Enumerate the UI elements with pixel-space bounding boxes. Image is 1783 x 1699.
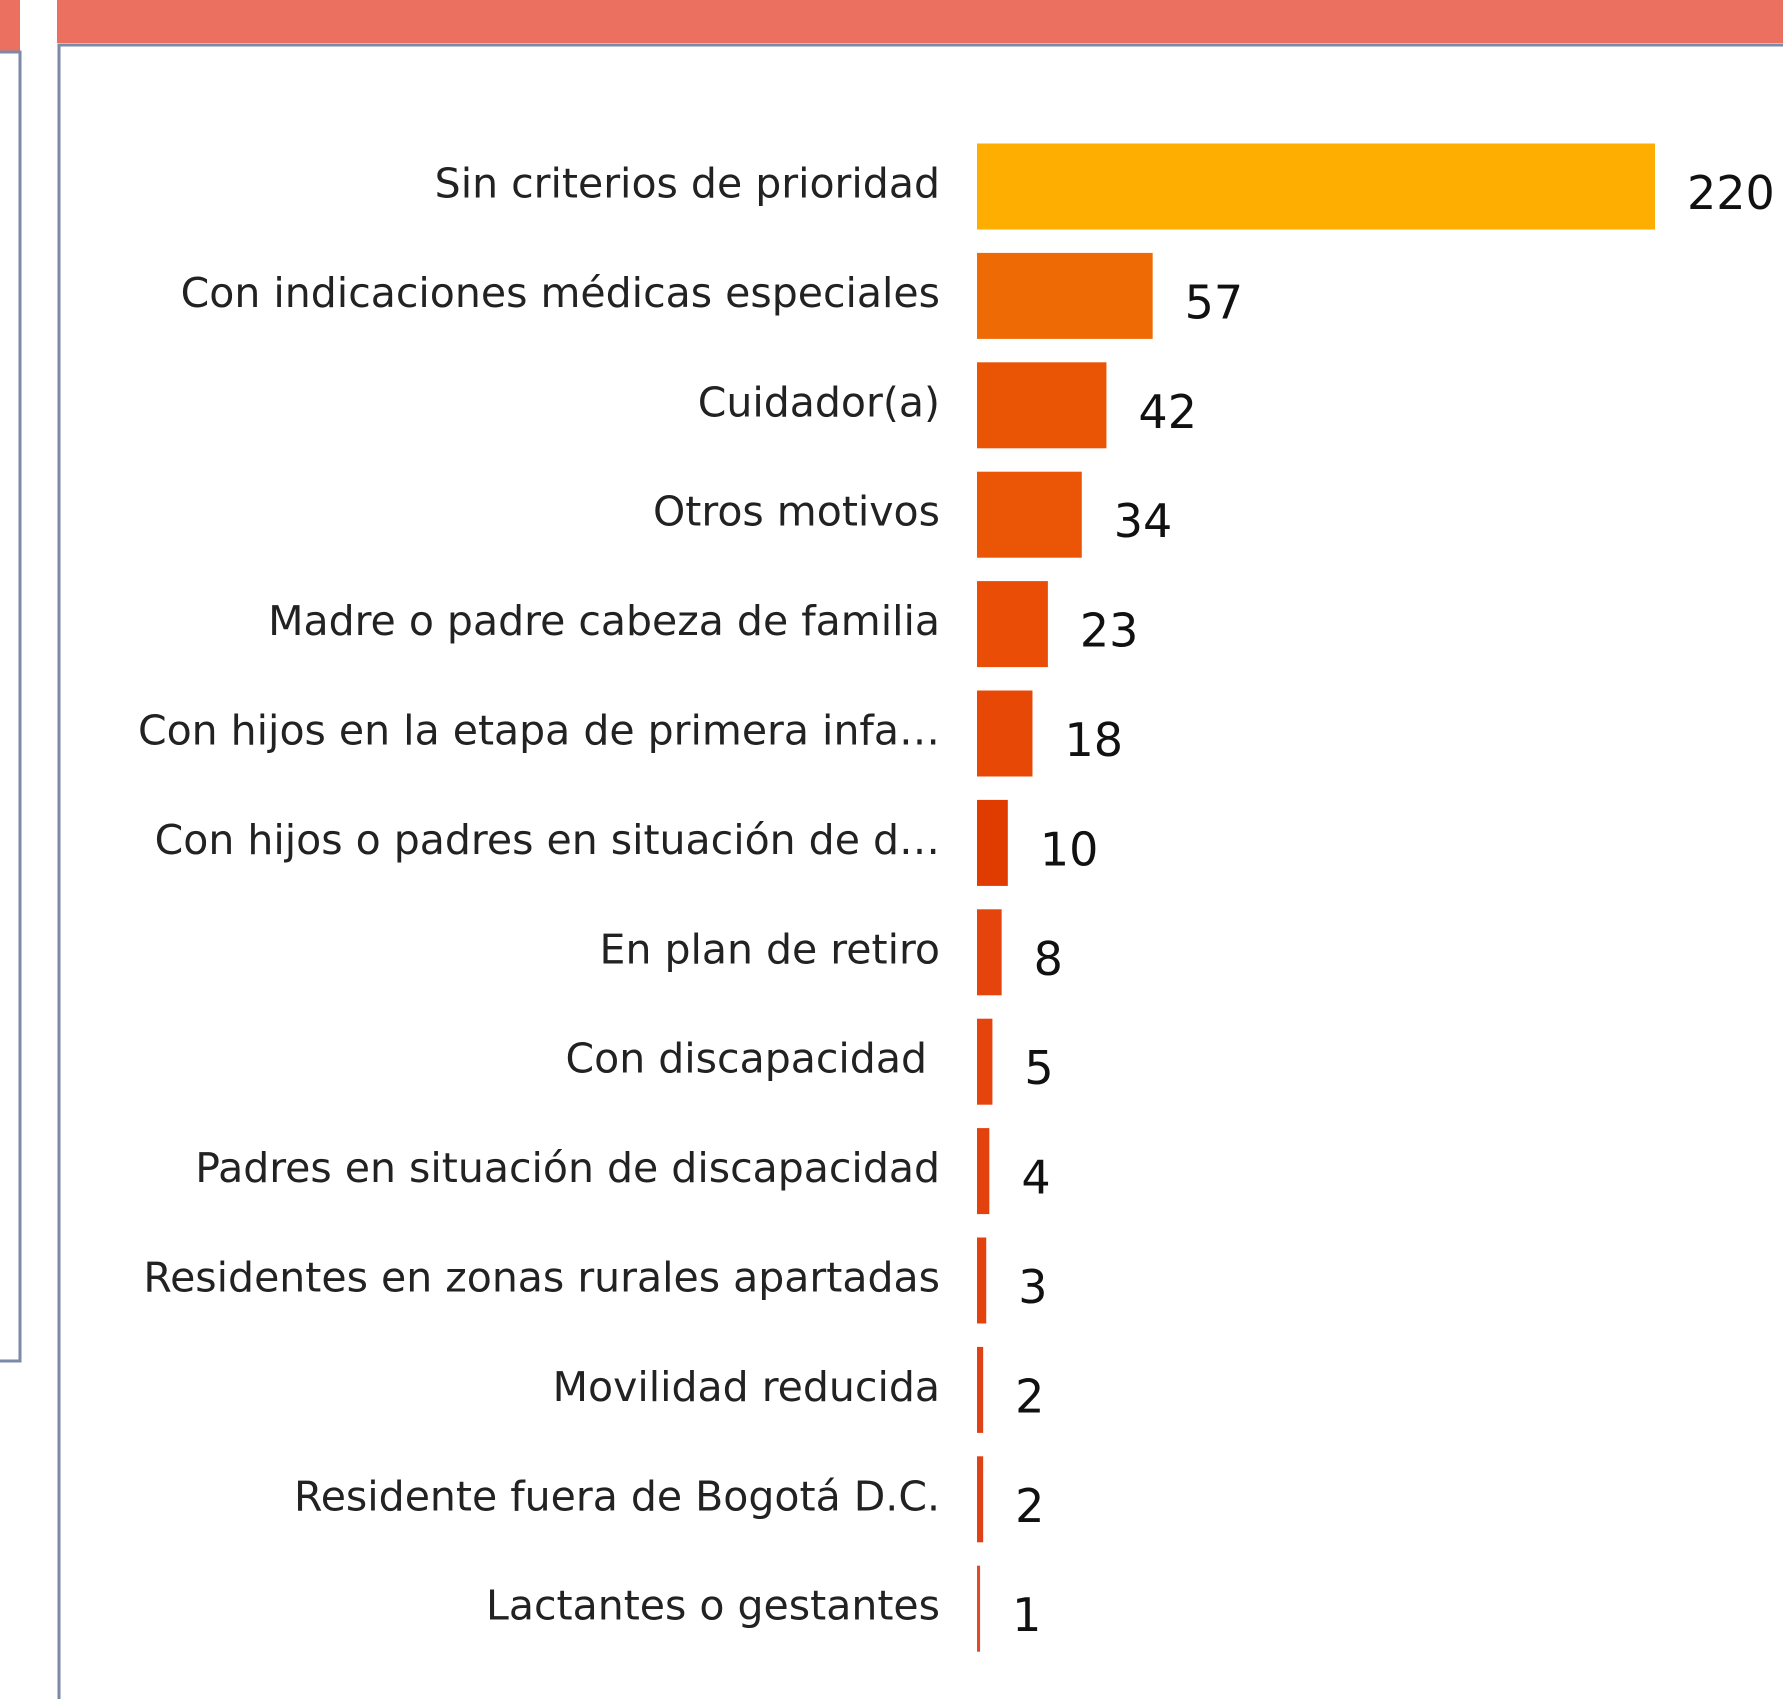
bar [977, 799, 1008, 886]
category-label: Sin criterios de prioridad [435, 160, 940, 208]
left-panel-header [0, 0, 20, 52]
value-label: 34 [1114, 494, 1173, 548]
value-label: 2 [1015, 1479, 1044, 1533]
category-label: Residentes en zonas rurales apartadas [143, 1254, 940, 1302]
category-label: Lactantes o gestantes [486, 1582, 940, 1630]
category-label: Cuidador(a) [698, 378, 940, 426]
bar [977, 1128, 990, 1215]
bar [977, 471, 1082, 558]
bar [977, 1018, 993, 1105]
value-label: 220 [1687, 166, 1775, 220]
value-label: 1 [1012, 1588, 1041, 1642]
category-label: Movilidad reducida [553, 1363, 940, 1411]
category-label: Con discapacidad [566, 1035, 940, 1083]
value-label: 5 [1024, 1041, 1053, 1095]
bar [977, 909, 1002, 996]
category-label: Con hijos en la etapa de primera infa… [138, 707, 940, 755]
value-label: 18 [1064, 713, 1123, 767]
category-label: Padres en situación de discapacidad [195, 1144, 940, 1192]
value-label: 2 [1015, 1369, 1044, 1423]
bar [977, 362, 1107, 449]
value-label: 3 [1018, 1260, 1047, 1314]
bar-chart: Sin criterios de prioridad 220 Con indicac… [138, 143, 1775, 1652]
category-label: Otros motivos [653, 488, 940, 536]
category-label: Con hijos o padres en situación de d… [155, 816, 940, 864]
value-label: 8 [1034, 932, 1063, 986]
category-label: Residente fuera de Bogotá D.C. [294, 1472, 940, 1520]
bar [977, 1456, 984, 1543]
left-panel-border [0, 50, 22, 1363]
value-label: 23 [1080, 604, 1139, 658]
category-label: Madre o padre cabeza de familia [268, 597, 940, 645]
panel-header [57, 0, 1783, 43]
bar [977, 252, 1153, 339]
bar [977, 1346, 984, 1433]
category-label: Con indicaciones médicas especiales [181, 269, 940, 317]
bar [977, 1237, 987, 1324]
bar [977, 143, 1655, 230]
bar [977, 581, 1048, 668]
value-label: 57 [1185, 275, 1244, 329]
value-label: 42 [1138, 385, 1197, 439]
bar [977, 690, 1033, 777]
panel-border [57, 43, 1783, 1699]
bar [977, 1565, 981, 1652]
category-label: En plan de retiro [600, 925, 940, 973]
value-label: 10 [1040, 822, 1099, 876]
value-label: 4 [1021, 1151, 1050, 1205]
